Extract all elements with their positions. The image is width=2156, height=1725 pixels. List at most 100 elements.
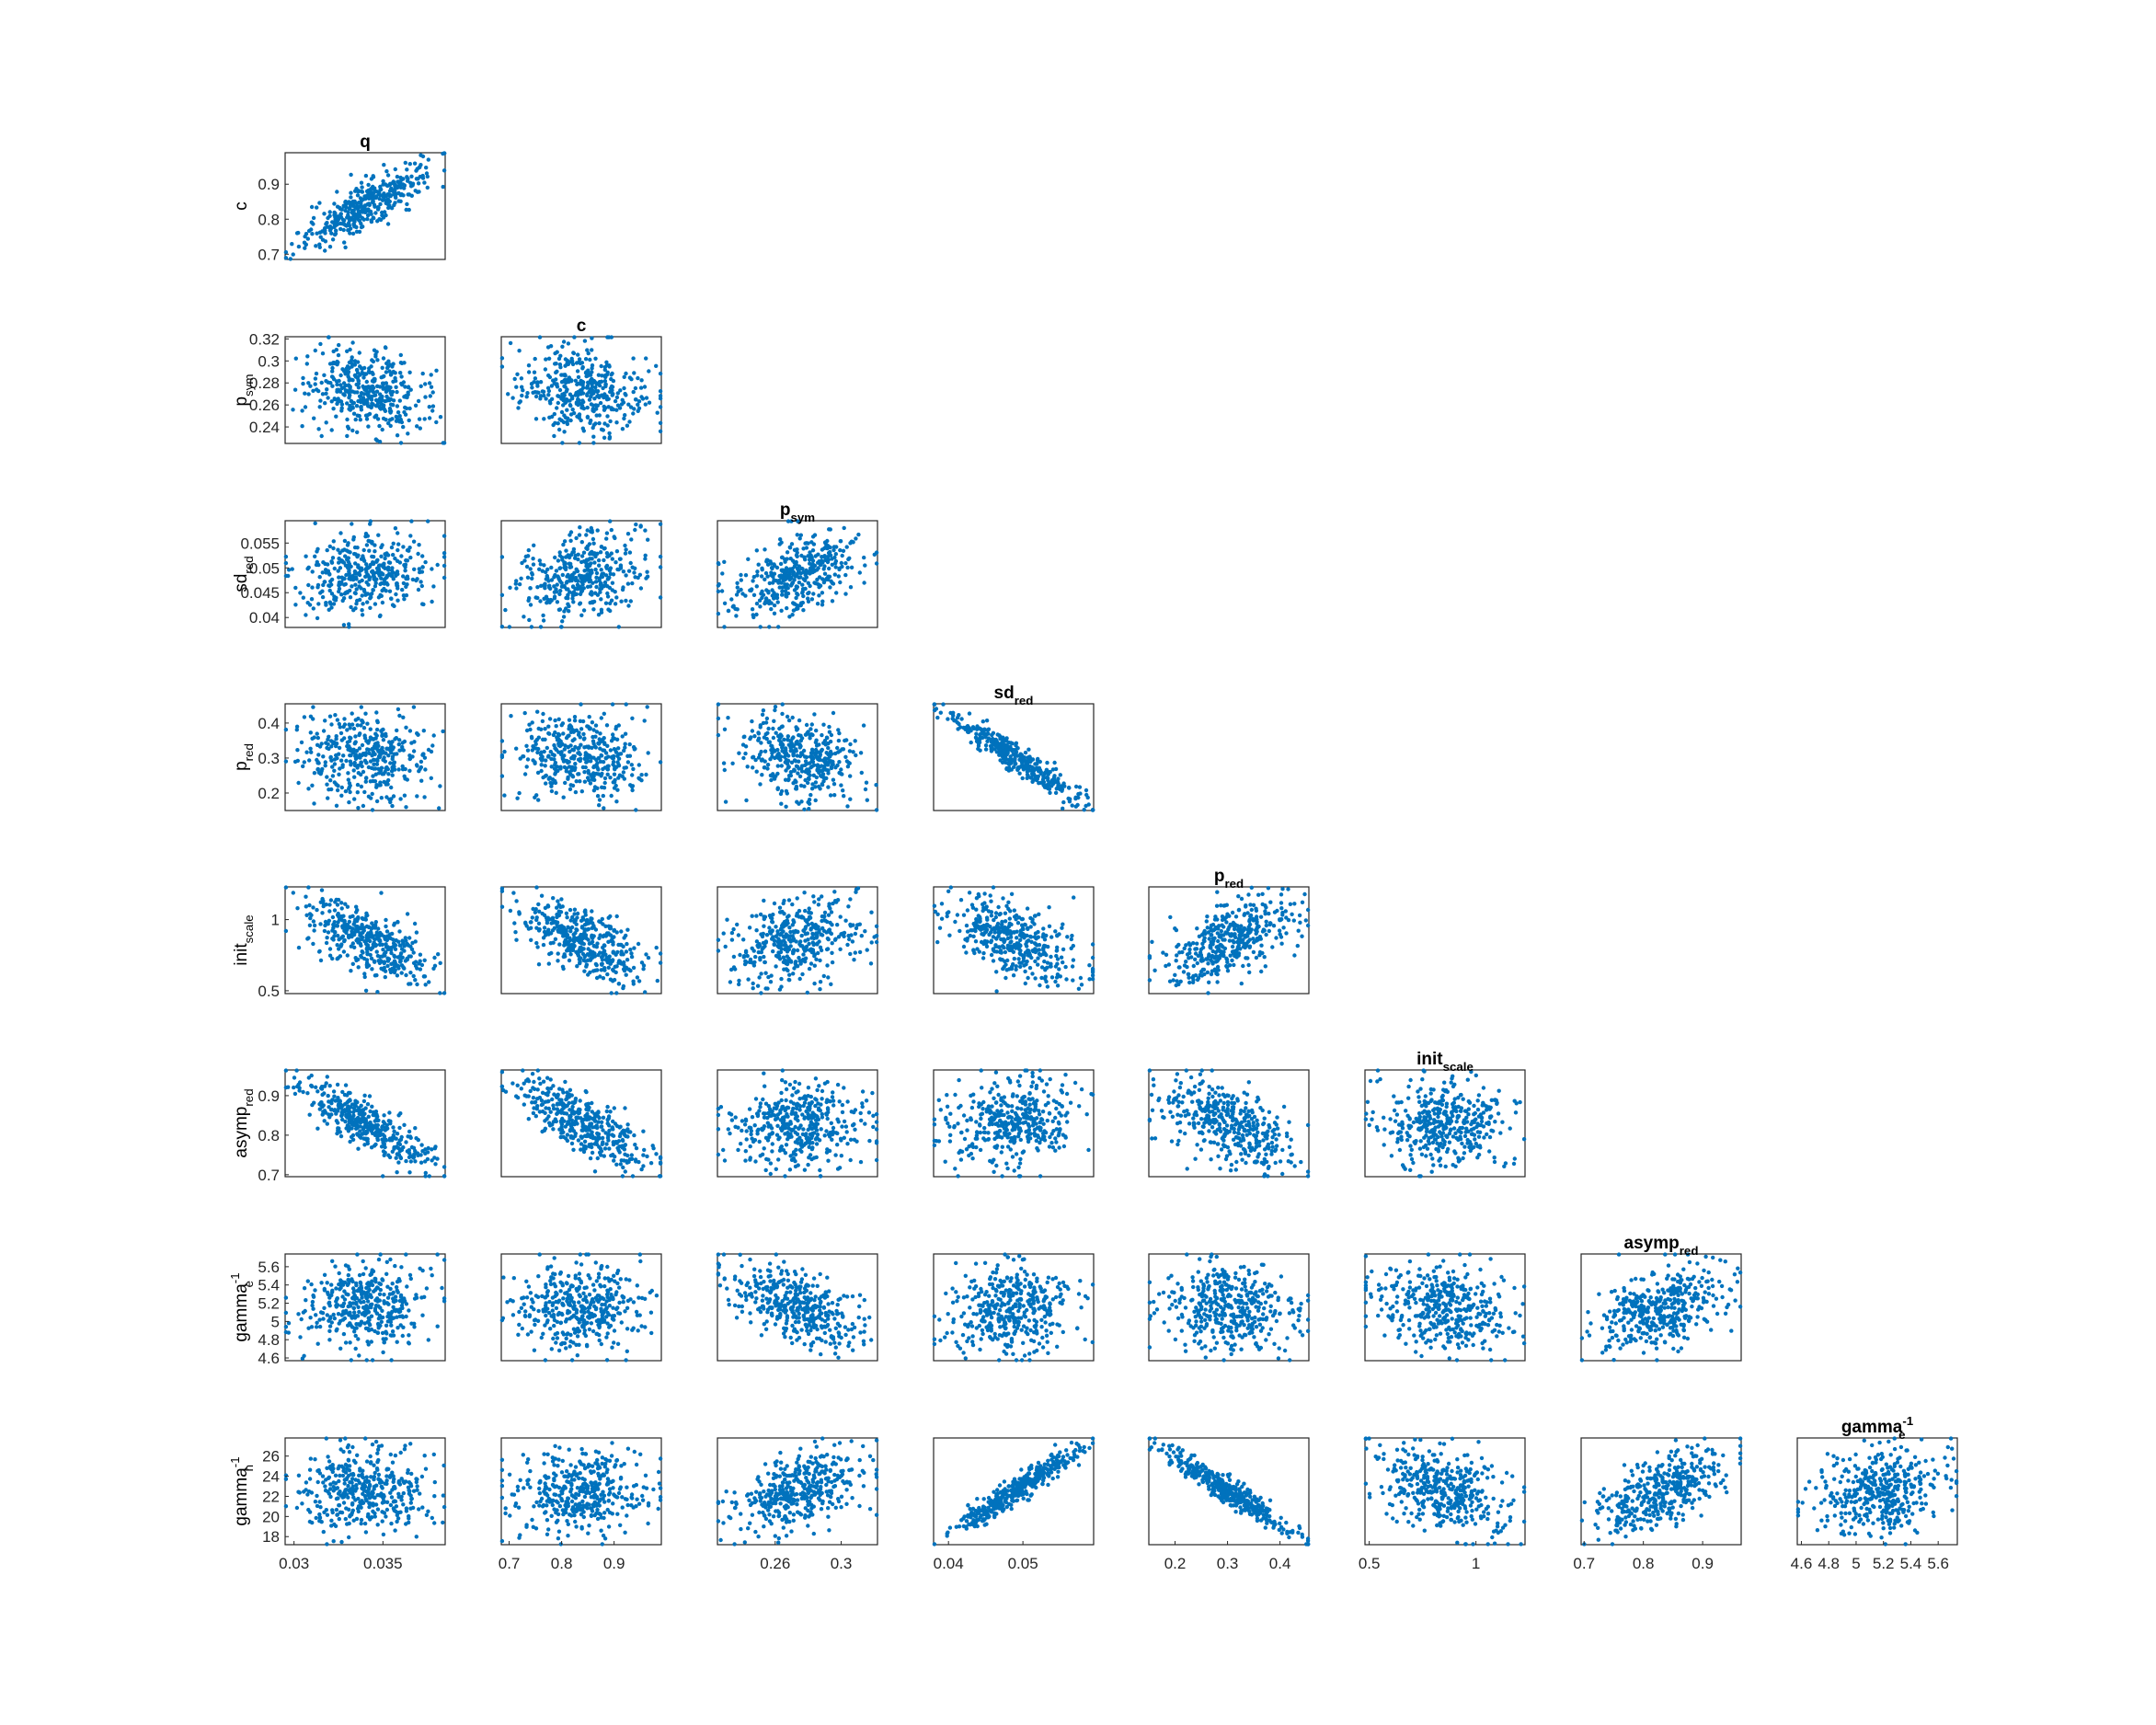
scatter-point (602, 404, 606, 409)
scatter-point (591, 403, 596, 408)
scatter-point (798, 733, 803, 738)
scatter-point (625, 581, 631, 586)
scatter-point (533, 394, 539, 399)
scatter-point (390, 773, 395, 777)
scatter-point (395, 433, 400, 438)
scatter-point (959, 717, 964, 721)
y-axis-label-p_sym-sub: sym (242, 374, 256, 397)
scatter-point (401, 715, 406, 719)
scatter-point (308, 915, 313, 921)
scatter-point (562, 539, 568, 544)
scatter-point (378, 201, 383, 207)
scatter-point (345, 417, 350, 422)
scatter-point (598, 746, 602, 751)
scatter-point (658, 394, 663, 398)
scatter-point (794, 787, 798, 791)
scatter-point (1042, 775, 1047, 780)
scatter-point (605, 577, 610, 581)
scatter-point (426, 747, 431, 753)
scatter-point (396, 598, 400, 603)
scatter-point (591, 541, 596, 546)
scatter-point (768, 980, 774, 984)
scatter-point (869, 940, 874, 945)
scatter-point (308, 384, 313, 388)
scatter-point (319, 433, 324, 439)
scatter-point (553, 420, 557, 425)
scatter-point (577, 957, 582, 961)
scatter-point (627, 742, 632, 747)
scatter-point (822, 571, 828, 576)
scatter-point (758, 723, 763, 728)
scatter-point (807, 906, 811, 911)
scatter-point (632, 371, 636, 375)
scatter-point (831, 759, 835, 765)
scatter-point (765, 574, 770, 579)
scatter-point (580, 366, 585, 371)
scatter-point (355, 765, 360, 770)
scatter-point (382, 163, 386, 167)
scatter-point (396, 742, 401, 747)
scatter-point (627, 550, 633, 555)
scatter-point (1006, 765, 1012, 770)
scatter-point (613, 602, 618, 606)
scatter-point (812, 533, 818, 537)
scatter-point (499, 364, 505, 369)
scatter-point (604, 536, 609, 541)
scatter-point (402, 183, 407, 188)
scatter-point (801, 569, 806, 575)
scatter-point (387, 203, 392, 208)
scatter-point (380, 213, 384, 218)
scatter-point (311, 388, 315, 393)
scatter-point (293, 585, 298, 591)
scatter-point (374, 745, 379, 751)
scatter-point (410, 754, 415, 759)
scatter-point (306, 582, 311, 588)
scatter-point (407, 370, 412, 374)
scatter-point (331, 926, 336, 930)
scatter-point (377, 196, 382, 201)
scatter-point (323, 225, 327, 231)
scatter-point (805, 569, 809, 574)
scatter-point (381, 356, 386, 361)
scatter-point (379, 765, 384, 770)
scatter-point (365, 747, 370, 752)
scatter-point (348, 748, 352, 753)
scatter-point (566, 760, 570, 765)
scatter-point (374, 438, 380, 443)
scatter-point (599, 955, 604, 960)
scatter-point (560, 756, 566, 762)
scatter-point (323, 248, 327, 253)
scatter-point (772, 776, 777, 781)
scatter-point (798, 601, 804, 605)
scatter-point (358, 597, 362, 603)
scatter-point (606, 931, 611, 936)
scatter-point (570, 914, 575, 920)
scatter-point (593, 591, 598, 595)
scatter-point (608, 389, 613, 395)
scatter-point (779, 608, 784, 613)
scatter-point (381, 405, 385, 409)
scatter-point (283, 554, 289, 559)
scatter-point (538, 599, 543, 604)
scatter-point (339, 914, 344, 919)
scatter-point (561, 615, 567, 619)
scatter-point (327, 947, 333, 951)
scatter-point (568, 403, 573, 408)
scatter-point (353, 374, 358, 379)
scatter-point (441, 184, 445, 190)
scatter-point (355, 790, 360, 795)
scatter-point (719, 589, 725, 593)
scatter-point (838, 539, 843, 544)
scatter-point (417, 543, 421, 547)
scatter-point (371, 588, 375, 592)
scatter-point (750, 729, 755, 733)
scatter-point (372, 348, 377, 352)
scatter-point (335, 359, 339, 364)
scatter-point (579, 945, 583, 950)
scatter-point (769, 570, 774, 575)
scatter-point (358, 941, 362, 946)
scatter-point (313, 382, 317, 386)
scatter-point (344, 758, 349, 764)
y-axis-label-c-base: c (232, 201, 251, 211)
scatter-point (582, 770, 587, 775)
